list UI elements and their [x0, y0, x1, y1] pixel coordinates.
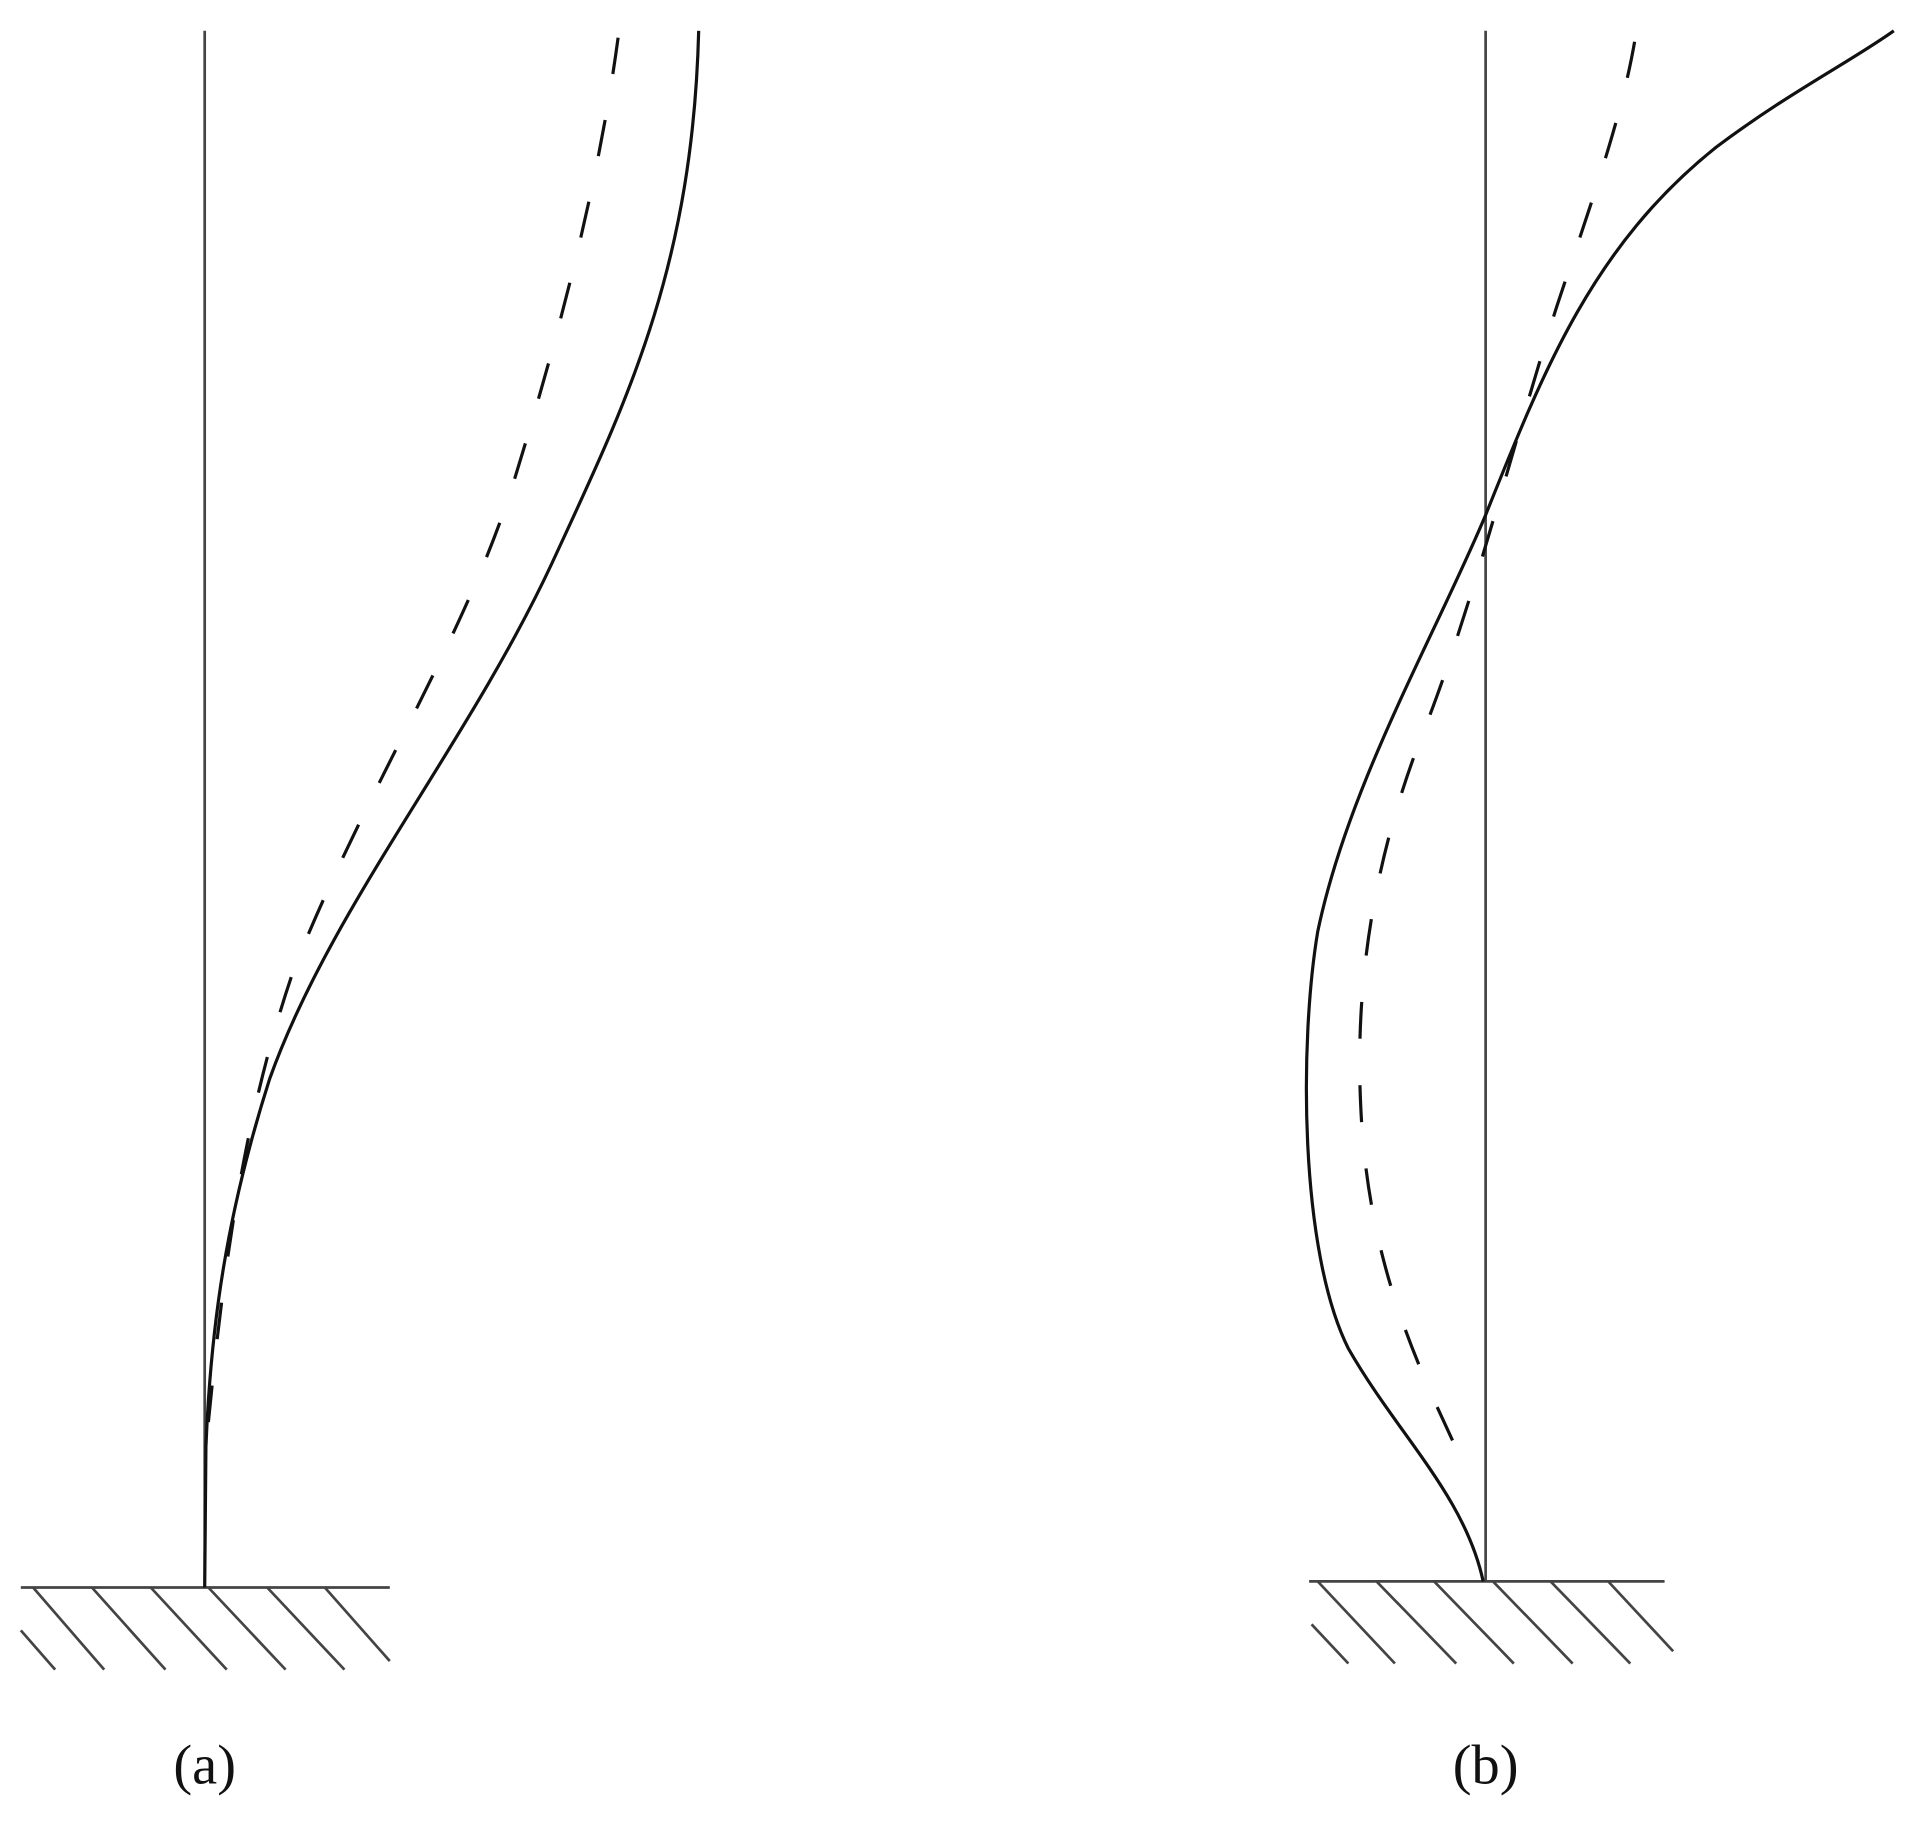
panel-label: (b): [1453, 1735, 1519, 1797]
panel-label: (a): [173, 1735, 236, 1797]
panel-b: (b): [1304, 29, 1895, 1797]
panel-a: (a): [19, 30, 701, 1797]
deformed-shape-solid: [1304, 29, 1895, 1582]
ground-hatch: [19, 1586, 391, 1671]
deformed-shape-solid: [203, 30, 701, 1588]
ground-hatch: [1310, 1580, 1675, 1665]
deformed-shape-dashed: [1358, 30, 1638, 1442]
deformed-shape-dashed: [206, 30, 621, 1423]
